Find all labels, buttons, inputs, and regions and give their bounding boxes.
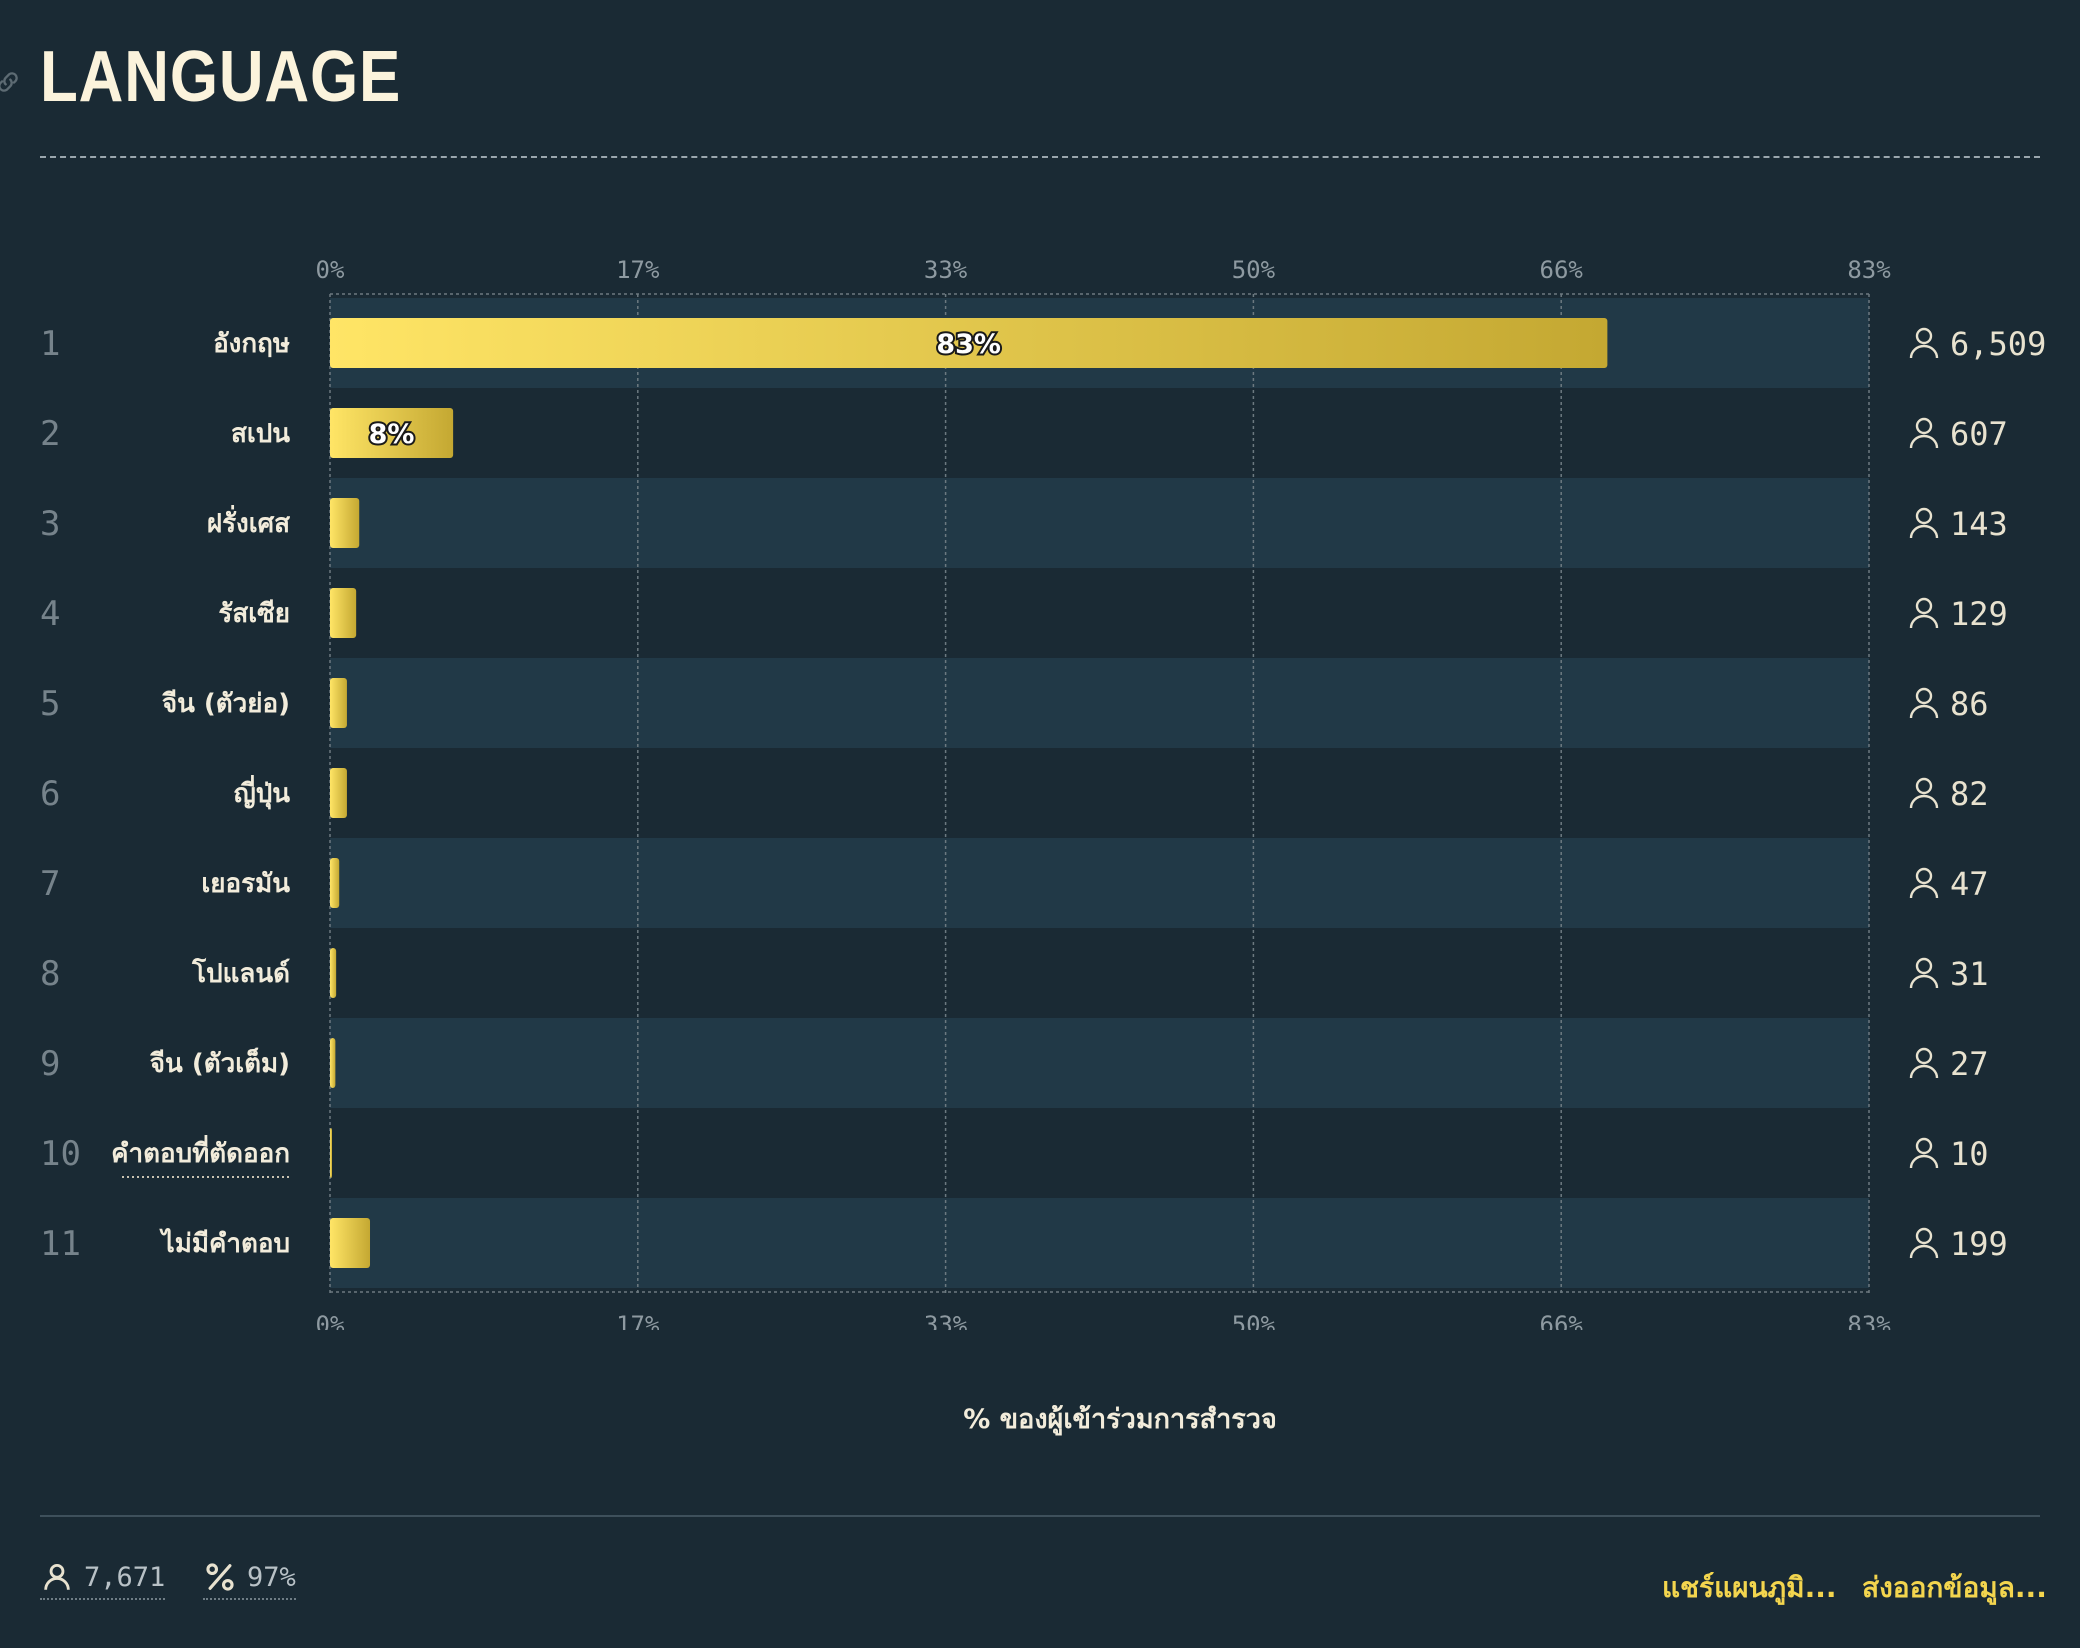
x-tick-label-bottom: 0% [316, 1311, 345, 1330]
respondents-stat[interactable]: 7,671 [40, 1560, 166, 1600]
title-divider [40, 156, 2040, 158]
row-band [330, 1018, 1869, 1108]
respondent-count: 10 [1950, 1135, 1989, 1173]
category-label: ญี่ปุ่น [234, 774, 291, 810]
bar-value-label: 8% [369, 419, 415, 450]
person-icon [1909, 417, 1939, 449]
person-icon [1909, 957, 1939, 989]
category-label: จีน (ตัวเต็ม) [150, 1047, 290, 1079]
rank-number: 8 [40, 954, 60, 994]
x-tick-label-top: 33% [924, 256, 968, 284]
bar [330, 858, 340, 908]
rank-number: 5 [40, 684, 60, 724]
rank-number: 11 [40, 1224, 81, 1264]
x-tick-label-top: 66% [1540, 256, 1584, 284]
row-band [330, 388, 1869, 478]
person-icon [1909, 1047, 1939, 1079]
row-band [330, 1198, 1869, 1288]
respondent-count: 143 [1950, 505, 2008, 543]
bar [330, 1128, 333, 1178]
link-icon[interactable] [0, 68, 22, 96]
x-tick-label-bottom: 33% [924, 1311, 968, 1330]
x-tick-label-top: 83% [1847, 256, 1891, 284]
x-tick-label-bottom: 66% [1540, 1311, 1584, 1330]
category-label: ไม่มีคำตอบ [159, 1227, 290, 1259]
rank-number: 3 [40, 504, 60, 544]
category-label: รัสเซีย [218, 599, 290, 629]
person-icon [1909, 687, 1939, 719]
respondent-count: 86 [1950, 685, 1989, 723]
row-band [330, 748, 1869, 838]
x-tick-label-bottom: 83% [1847, 1311, 1891, 1330]
respondent-count: 129 [1950, 595, 2008, 633]
bar [330, 1038, 336, 1088]
x-tick-label-top: 17% [616, 256, 660, 284]
row-band [330, 478, 1869, 568]
percent-value: 97% [247, 1561, 296, 1593]
respondents-count: 7,671 [84, 1561, 166, 1593]
rank-number: 1 [40, 324, 60, 364]
x-tick-label-bottom: 17% [616, 1311, 660, 1330]
row-band [330, 568, 1869, 658]
respondent-count: 27 [1950, 1045, 1989, 1083]
rank-number: 4 [40, 594, 60, 634]
bar [330, 498, 360, 548]
bar [330, 588, 357, 638]
rank-number: 7 [40, 864, 60, 904]
bar [330, 948, 337, 998]
x-tick-label-top: 50% [1232, 256, 1276, 284]
x-tick-label-top: 0% [316, 256, 345, 284]
chart-title: LANGUAGE [40, 37, 402, 117]
person-icon [1909, 777, 1939, 809]
category-label: สเปน [231, 419, 290, 449]
category-label: โปแลนด์ [191, 957, 290, 989]
category-label: ฝรั่งเศส [207, 504, 290, 539]
bar-chart: 0% 0% 17% 17% 33% 33% 50% 50% 66% 66% 83% 83% 83% 1 อั… [40, 256, 2046, 1330]
export-data-button[interactable]: ส่งออกข้อมูล... [1862, 1571, 2047, 1604]
percent-stat[interactable]: 97% [203, 1560, 296, 1600]
rank-number: 9 [40, 1044, 60, 1084]
person-icon [1909, 867, 1939, 899]
rank-number: 6 [40, 774, 60, 814]
rank-number: 10 [40, 1134, 81, 1174]
row-band [330, 658, 1869, 748]
bar [330, 678, 347, 728]
x-axis-label: % ของผู้เข้าร่วมการสำรวจ [963, 1404, 1277, 1435]
row-band [330, 928, 1869, 1018]
person-icon [1909, 1227, 1939, 1259]
bar-value-label: 83% [936, 329, 1001, 360]
category-label: อังกฤษ [213, 329, 290, 359]
rank-number: 2 [40, 414, 60, 454]
respondent-count: 6,509 [1950, 325, 2046, 363]
bar [330, 1218, 371, 1268]
category-label: จีน (ตัวย่อ) [162, 689, 290, 719]
person-icon [1909, 1137, 1939, 1169]
share-chart-button[interactable]: แชร์แผนภูมิ... [1662, 1571, 1837, 1604]
footer-divider [40, 1515, 2040, 1517]
person-icon [1909, 597, 1939, 629]
bar [330, 408, 454, 458]
row-band [330, 1108, 1869, 1198]
person-icon [1909, 507, 1939, 539]
respondent-count: 31 [1950, 955, 1989, 993]
category-label[interactable]: คำตอบที่ตัดออก [111, 1134, 290, 1169]
category-label: เยอรมัน [201, 869, 290, 899]
bar [330, 318, 1608, 368]
bar [330, 768, 347, 818]
person-icon [44, 1563, 70, 1590]
x-tick-label-bottom: 50% [1232, 1311, 1276, 1330]
row-band [330, 838, 1869, 928]
respondent-count: 47 [1950, 865, 1989, 903]
person-icon [1909, 327, 1939, 359]
respondent-count: 82 [1950, 775, 1989, 813]
percent-icon [206, 1563, 234, 1591]
respondent-count: 607 [1950, 415, 2008, 453]
respondent-count: 199 [1950, 1225, 2008, 1263]
